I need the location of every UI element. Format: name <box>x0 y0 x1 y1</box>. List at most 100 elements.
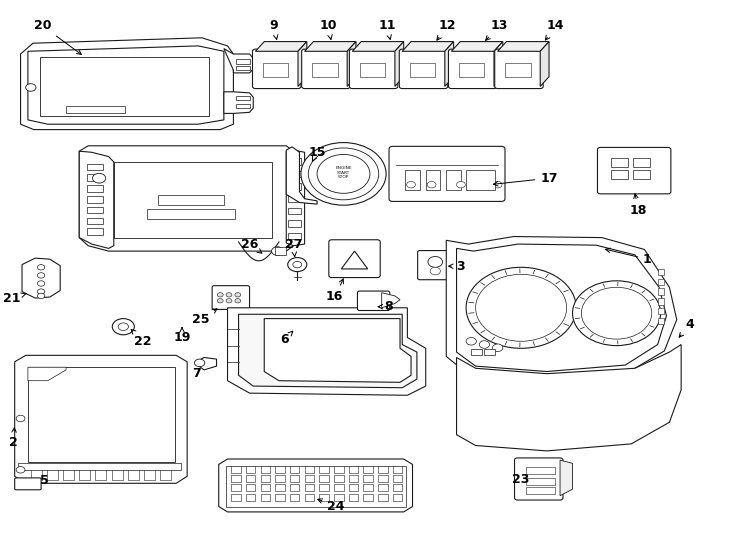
FancyBboxPatch shape <box>302 49 350 89</box>
Polygon shape <box>239 314 417 388</box>
Polygon shape <box>15 355 187 483</box>
Bar <box>290 484 299 491</box>
Text: 14: 14 <box>545 19 564 40</box>
Bar <box>261 484 270 491</box>
Text: ENGINE
START
STOP: ENGINE START STOP <box>335 166 352 179</box>
Bar <box>87 185 103 192</box>
Polygon shape <box>395 42 404 86</box>
FancyBboxPatch shape <box>389 146 505 201</box>
Circle shape <box>112 319 134 335</box>
Text: 7: 7 <box>192 367 201 380</box>
Circle shape <box>308 148 379 200</box>
Text: 15: 15 <box>308 146 326 161</box>
Bar <box>349 484 358 491</box>
Bar <box>405 170 420 190</box>
Polygon shape <box>560 460 573 496</box>
Bar <box>378 494 388 501</box>
Bar <box>410 63 435 77</box>
Polygon shape <box>446 237 677 379</box>
Circle shape <box>217 299 223 303</box>
Bar <box>18 463 181 470</box>
Bar <box>658 279 664 285</box>
Bar <box>393 475 402 482</box>
Bar <box>288 171 301 177</box>
Text: 3: 3 <box>448 260 465 273</box>
Bar <box>305 466 314 473</box>
Bar <box>114 162 272 238</box>
Bar <box>87 228 103 235</box>
Circle shape <box>493 344 503 352</box>
Bar <box>290 475 299 482</box>
Bar <box>288 220 301 227</box>
Text: 24: 24 <box>318 499 345 513</box>
Bar <box>526 478 555 485</box>
Circle shape <box>493 181 502 188</box>
Circle shape <box>92 173 106 183</box>
Polygon shape <box>224 49 253 73</box>
Polygon shape <box>22 258 60 298</box>
Bar <box>288 158 301 165</box>
Bar <box>393 466 402 473</box>
Bar <box>319 466 329 473</box>
FancyBboxPatch shape <box>349 49 398 89</box>
Text: 2: 2 <box>9 428 18 449</box>
Text: 16: 16 <box>326 279 344 303</box>
Polygon shape <box>540 42 549 86</box>
Text: 6: 6 <box>280 331 293 346</box>
Text: 17: 17 <box>493 172 558 186</box>
Bar <box>87 196 103 202</box>
Circle shape <box>317 154 370 193</box>
Bar <box>312 63 338 77</box>
Bar <box>611 170 628 179</box>
Circle shape <box>16 415 25 422</box>
FancyBboxPatch shape <box>212 286 250 309</box>
Bar <box>79 469 90 480</box>
Circle shape <box>407 181 415 188</box>
Bar <box>290 466 299 473</box>
Bar <box>633 170 650 179</box>
Circle shape <box>37 289 45 294</box>
Text: 9: 9 <box>269 19 278 39</box>
Polygon shape <box>347 42 356 86</box>
Text: 20: 20 <box>34 19 81 55</box>
Polygon shape <box>28 367 66 381</box>
Polygon shape <box>219 459 413 512</box>
FancyBboxPatch shape <box>357 291 390 310</box>
Bar <box>378 466 388 473</box>
Bar <box>305 475 314 482</box>
Bar <box>658 318 664 324</box>
Polygon shape <box>382 293 400 308</box>
Circle shape <box>272 247 283 255</box>
Bar <box>231 494 241 501</box>
Circle shape <box>37 273 45 278</box>
Text: 13: 13 <box>486 19 508 40</box>
Bar <box>226 466 406 507</box>
Text: 21: 21 <box>3 292 26 305</box>
Bar <box>87 174 103 181</box>
Bar <box>658 269 664 275</box>
Text: 12: 12 <box>437 19 457 40</box>
Bar <box>363 475 373 482</box>
Bar <box>66 106 125 113</box>
Bar <box>236 96 250 100</box>
Polygon shape <box>457 345 681 451</box>
Text: 8: 8 <box>378 300 393 313</box>
Bar <box>261 466 270 473</box>
Bar <box>288 183 301 190</box>
Bar <box>236 104 250 108</box>
Circle shape <box>428 256 443 267</box>
Bar <box>261 475 270 482</box>
Bar <box>275 484 285 491</box>
Circle shape <box>466 267 576 348</box>
Polygon shape <box>286 147 317 204</box>
FancyBboxPatch shape <box>418 251 453 280</box>
Bar <box>87 207 103 213</box>
FancyBboxPatch shape <box>15 478 41 490</box>
Bar <box>334 494 344 501</box>
Circle shape <box>226 293 232 297</box>
Bar <box>349 494 358 501</box>
Polygon shape <box>494 42 503 86</box>
Bar <box>334 466 344 473</box>
Circle shape <box>288 258 307 272</box>
Polygon shape <box>79 151 114 248</box>
